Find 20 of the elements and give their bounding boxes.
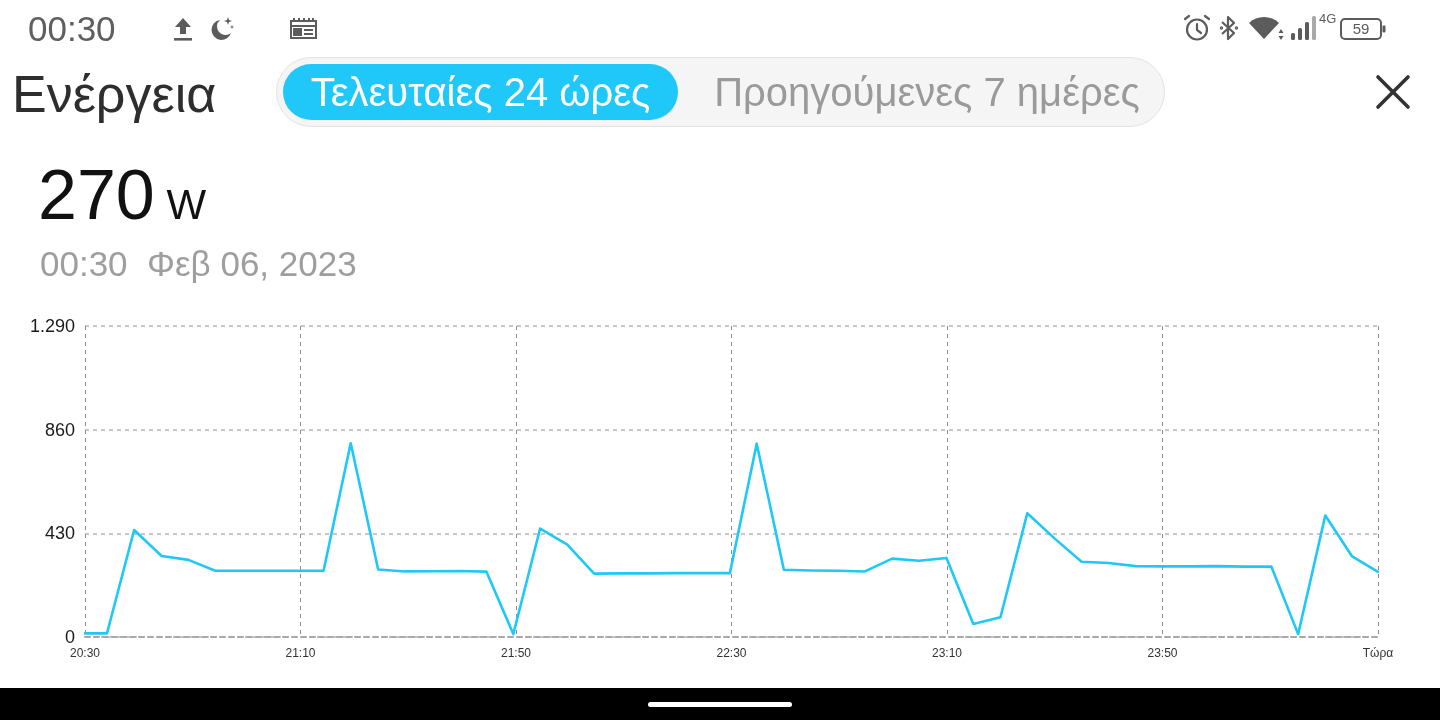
x-tick-label: 20:30 [69,646,101,660]
text: 59 [1352,20,1370,37]
x-tick-label: 21:50 [500,646,532,660]
y-tick-label: 860 [44,419,75,440]
chart-title: Ενέργεια [12,65,217,123]
text: 00:30 [28,9,116,48]
x-tick-label: 21:10 [285,646,316,660]
text: Προηγούμενες 7 ημέρες [714,70,1140,114]
text: 00:30 Φεβ 06, 2023 [40,244,357,283]
y-tick-label: 1.290 [29,316,75,336]
line-series [83,441,1380,636]
text: 4G [1319,11,1337,26]
x-tick-label: 23:10 [932,646,963,660]
x-tick-label: Τώρα [1362,646,1394,660]
x-tick-label: 23:50 [1147,646,1178,660]
text: Τελευταίες 24 ώρες [310,70,651,114]
x-tick-label: 22:30 [716,646,747,660]
y-tick-label: 0 [64,627,75,647]
y-tick-label: 430 [44,523,75,544]
text: 270 W [38,156,207,234]
